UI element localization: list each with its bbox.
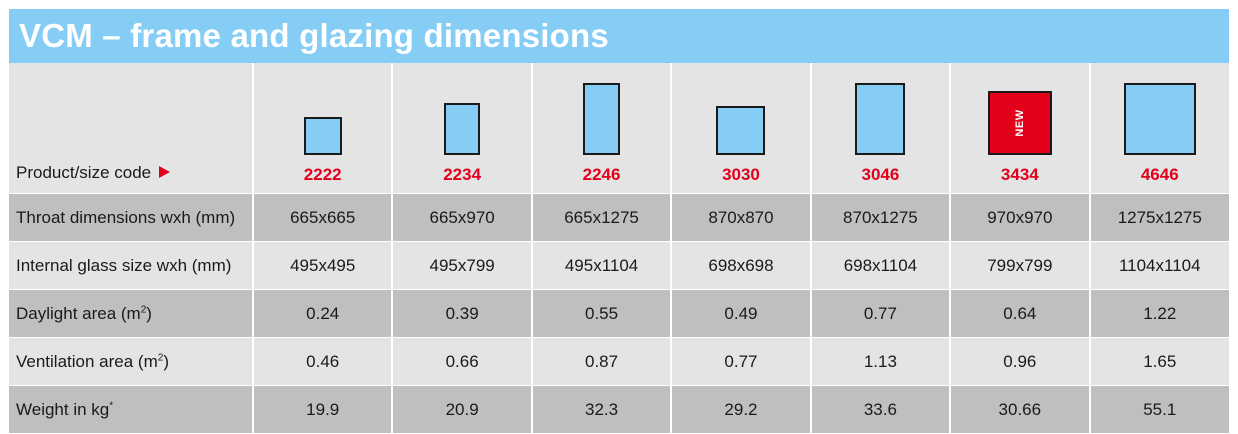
frame-diagram-2222 xyxy=(303,117,342,155)
table-row: Ventilation area (m2) 0.46 0.66 0.87 0.7… xyxy=(9,337,1229,386)
table-row: Throat dimensions wxh (mm) 665x665 665x9… xyxy=(9,193,1229,242)
product-size-code-label: Product/size code xyxy=(16,163,152,182)
table-cell: 0.46 xyxy=(253,337,394,386)
table-row: Weight in kg* 19.9 20.9 32.3 29.2 33.6 3… xyxy=(9,385,1229,434)
product-code: 2246 xyxy=(582,165,621,184)
frame-diagram-3030 xyxy=(716,106,766,155)
table-cell: 665x665 xyxy=(253,193,394,242)
product-code: 3046 xyxy=(861,165,900,184)
table-cell: 698x698 xyxy=(671,241,812,290)
table-cell: 870x870 xyxy=(671,193,812,242)
table-cell: 665x1275 xyxy=(531,193,673,242)
table-cell: 0.24 xyxy=(253,289,394,338)
table-row: Daylight area (m2) 0.24 0.39 0.55 0.49 0… xyxy=(9,289,1229,338)
frame-diagram-2234 xyxy=(444,103,481,155)
product-code: 2234 xyxy=(443,165,482,184)
new-badge: NEW xyxy=(1013,109,1026,137)
product-cell-4646: 4646 xyxy=(1089,63,1229,194)
product-cell-2234: 2234 xyxy=(392,63,533,194)
table-cell: 0.49 xyxy=(671,289,812,338)
table-cell: 20.9 xyxy=(392,385,533,434)
product-cell-2246: 2246 xyxy=(531,63,673,194)
table-cell: 698x1104 xyxy=(810,241,952,290)
row-label: Internal glass size wxh (mm) xyxy=(9,241,254,290)
table-cell: 495x495 xyxy=(253,241,394,290)
dimensions-table: Product/size code 2222 2234 2246 3030 30… xyxy=(9,63,1229,434)
table-cell: 29.2 xyxy=(671,385,812,434)
table-cell: 970x970 xyxy=(950,193,1091,242)
table-cell: 0.64 xyxy=(950,289,1091,338)
product-code: 3030 xyxy=(722,165,760,184)
table-cell: 32.3 xyxy=(531,385,673,434)
table-cell: 55.1 xyxy=(1089,385,1229,434)
table-cell: 0.77 xyxy=(671,337,812,386)
header-label-cell: Product/size code xyxy=(9,63,254,194)
product-cell-3046: 3046 xyxy=(810,63,952,194)
frame-diagram-4646 xyxy=(1123,83,1196,155)
arrow-right-icon xyxy=(159,166,171,178)
page-title: VCM – frame and glazing dimensions xyxy=(9,9,1229,63)
row-label: Ventilation area (m2) xyxy=(9,337,254,386)
table-cell: 1275x1275 xyxy=(1089,193,1229,242)
table-cell: 19.9 xyxy=(253,385,394,434)
header-row: Product/size code 2222 2234 2246 3030 30… xyxy=(9,63,1229,194)
table-cell: 1.22 xyxy=(1089,289,1229,338)
product-cell-3030: 3030 xyxy=(671,63,812,194)
table-cell: 495x799 xyxy=(392,241,533,290)
table-cell: 33.6 xyxy=(810,385,952,434)
table-cell: 870x1275 xyxy=(810,193,952,242)
table-cell: 0.96 xyxy=(950,337,1091,386)
frame-diagram-2246 xyxy=(583,83,621,155)
table-cell: 665x970 xyxy=(392,193,533,242)
table-cell: 1.65 xyxy=(1089,337,1229,386)
frame-diagram-3046 xyxy=(855,83,906,155)
table-cell: 0.66 xyxy=(392,337,533,386)
table-cell: 1.13 xyxy=(810,337,952,386)
table-cell: 0.77 xyxy=(810,289,952,338)
product-code: 2222 xyxy=(303,165,342,184)
row-label: Daylight area (m2) xyxy=(9,289,254,338)
table-cell: 799x799 xyxy=(950,241,1091,290)
row-label: Weight in kg* xyxy=(9,385,254,434)
product-code: 3434 xyxy=(1000,165,1039,184)
product-code: 4646 xyxy=(1140,165,1179,184)
frame-diagram-3434: NEW xyxy=(987,91,1052,155)
row-label: Throat dimensions wxh (mm) xyxy=(9,193,254,242)
table-cell: 30.66 xyxy=(950,385,1091,434)
table-cell: 0.39 xyxy=(392,289,533,338)
product-cell-3434: NEW 3434 xyxy=(950,63,1091,194)
product-cell-2222: 2222 xyxy=(253,63,394,194)
table-row: Internal glass size wxh (mm) 495x495 495… xyxy=(9,241,1229,290)
table-cell: 495x1104 xyxy=(531,241,673,290)
table-cell: 1104x1104 xyxy=(1089,241,1229,290)
table-cell: 0.55 xyxy=(531,289,673,338)
table-cell: 0.87 xyxy=(531,337,673,386)
